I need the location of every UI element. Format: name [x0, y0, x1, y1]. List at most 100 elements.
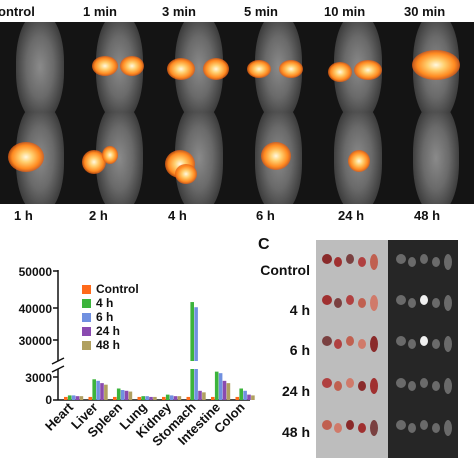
- organ-fluorescence: [432, 423, 440, 433]
- mouse-image-30min: [398, 22, 474, 112]
- bar: [141, 396, 145, 400]
- legend-swatch-4h: [82, 299, 91, 308]
- row-label-24h: 24 h: [281, 383, 310, 399]
- legend-label-4h: 4 h: [96, 296, 113, 310]
- time-label-3min: 3 min: [162, 4, 196, 19]
- organ-fluorescence: [432, 298, 440, 308]
- bar: [100, 383, 104, 400]
- bar: [79, 396, 84, 400]
- organ-photo: [322, 254, 332, 264]
- bar: [149, 396, 153, 400]
- time-label-48h: 48 h: [414, 208, 441, 223]
- mouse-image-10min: [318, 22, 399, 112]
- bar: [177, 396, 182, 400]
- time-label-2h: 2 h: [89, 208, 108, 223]
- time-label-6h: 6 h: [256, 208, 275, 223]
- organ-fluorescence: [432, 381, 440, 391]
- organ-fluorescence: [432, 257, 440, 267]
- bar: [226, 383, 231, 400]
- organ-photo: [346, 420, 354, 430]
- x-tick-labels: HeartLiverSpleenLungKidneyStomachIntesti…: [42, 399, 248, 449]
- organ-fluorescence: [408, 298, 416, 308]
- organ-fluorescence: [420, 336, 428, 346]
- bar: [145, 396, 149, 400]
- bar: [120, 390, 125, 400]
- bar: [153, 396, 157, 400]
- time-label-1h: 1 h: [14, 208, 33, 223]
- bar: [194, 307, 198, 361]
- organ-photo: [334, 381, 342, 391]
- organ-fluorescence: [444, 336, 452, 352]
- organ-fluorescence: [420, 254, 428, 264]
- row-label-4h: 4 h: [289, 302, 310, 318]
- organ-fluorescence: [444, 254, 452, 270]
- mouse-image-4h: [159, 112, 240, 204]
- organ-photo: [370, 254, 378, 270]
- organ-photo: [346, 336, 354, 346]
- organ-photo: [370, 378, 378, 394]
- bar: [128, 391, 133, 400]
- y-tick-label: 50000: [19, 265, 53, 279]
- organ-fluorescence: [396, 420, 406, 430]
- row-label-control: Control: [260, 262, 310, 278]
- organ-photo: [322, 336, 332, 346]
- legend-label-control: Control: [96, 282, 139, 296]
- legend: Control 4 h 6 h 24 h 48 h: [82, 282, 139, 352]
- bar: [190, 369, 194, 400]
- mouse-image-control: [0, 22, 81, 112]
- mouse-image-1min: [80, 22, 160, 112]
- bar: [235, 396, 240, 400]
- organ-fluorescence: [408, 339, 416, 349]
- organ-photo: [322, 378, 332, 388]
- mouse-image-48h: [398, 112, 474, 204]
- organ-photo: [346, 378, 354, 388]
- organ-fluorescence: [396, 378, 406, 388]
- bar: [137, 396, 142, 400]
- row-label-48h: 48 h: [281, 424, 310, 440]
- organ-fluorescence: [420, 295, 428, 305]
- organ-photo: [358, 298, 366, 308]
- organ-photo: [322, 295, 332, 305]
- bar: [186, 396, 191, 400]
- time-label-control: ontrol: [0, 4, 35, 19]
- organ-photo: [334, 298, 342, 308]
- legend-swatch-control: [82, 285, 91, 294]
- organ-photo: [334, 339, 342, 349]
- bar: [165, 394, 170, 400]
- bar: [202, 392, 206, 400]
- organ-fluorescence: [444, 378, 452, 394]
- panel-c-letter: C: [258, 236, 270, 253]
- legend-label-48h: 48 h: [96, 338, 120, 352]
- time-label-4h: 4 h: [168, 208, 187, 223]
- bar: [194, 369, 198, 400]
- bar: [190, 302, 194, 361]
- organ-photo: [358, 339, 366, 349]
- organ-fluorescence: [396, 254, 406, 264]
- organ-photo: [334, 423, 342, 433]
- legend-swatch-6h: [82, 313, 91, 322]
- row-label-6h: 6 h: [289, 342, 310, 358]
- bar: [211, 396, 215, 400]
- organ-images: [316, 240, 458, 458]
- time-label-10min: 10 min: [324, 4, 366, 19]
- mouse-image-1h: [0, 112, 81, 204]
- organ-fluorescence: [408, 257, 416, 267]
- bar: [88, 396, 93, 400]
- legend-swatch-24h: [82, 327, 91, 336]
- bar: [64, 396, 68, 400]
- bar: [251, 395, 255, 400]
- time-label-30min: 30 min: [404, 4, 446, 19]
- mouse-image-24h: [318, 112, 399, 204]
- organ-photo: [346, 295, 354, 305]
- legend-label-24h: 24 h: [96, 324, 120, 338]
- legend-label-6h: 6 h: [96, 310, 113, 324]
- bar: [104, 384, 108, 400]
- bar: [162, 396, 166, 400]
- mouse-image-3min: [159, 22, 240, 112]
- organ-photo: [358, 423, 366, 433]
- bar: [116, 388, 121, 400]
- organ-fluorescence: [408, 381, 416, 391]
- bar: [239, 388, 243, 400]
- bar: [113, 396, 117, 400]
- mouse-image-5min: [239, 22, 319, 112]
